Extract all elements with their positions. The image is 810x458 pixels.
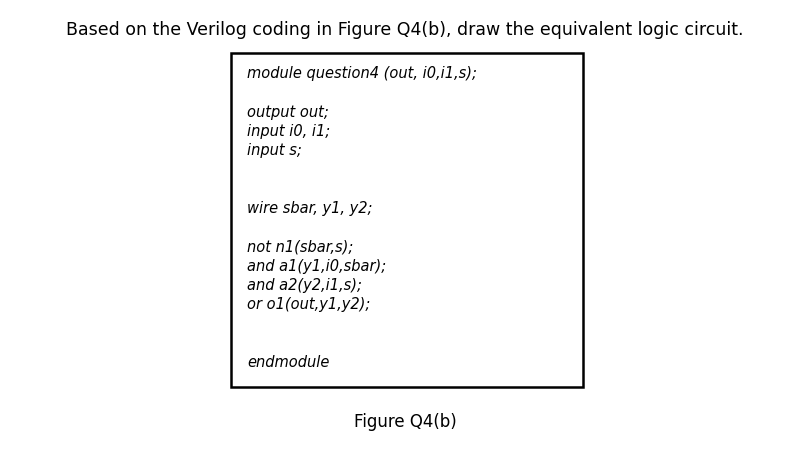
Text: input s;: input s;	[247, 143, 302, 158]
Text: Based on the Verilog coding in Figure Q4(b), draw the equivalent logic circuit.: Based on the Verilog coding in Figure Q4…	[66, 21, 744, 38]
Text: and a2(y2,i1,s);: and a2(y2,i1,s);	[247, 278, 362, 293]
Text: and a1(y1,i0,sbar);: and a1(y1,i0,sbar);	[247, 259, 386, 274]
Text: input i0, i1;: input i0, i1;	[247, 124, 330, 139]
Text: output out;: output out;	[247, 105, 329, 120]
Text: not n1(sbar,s);: not n1(sbar,s);	[247, 240, 353, 255]
Text: wire sbar, y1, y2;: wire sbar, y1, y2;	[247, 201, 373, 216]
Text: Figure Q4(b): Figure Q4(b)	[354, 413, 456, 431]
FancyBboxPatch shape	[231, 53, 583, 387]
Text: module question4 (out, i0,i1,s);: module question4 (out, i0,i1,s);	[247, 66, 477, 82]
Text: or o1(out,y1,y2);: or o1(out,y1,y2);	[247, 297, 370, 312]
Text: endmodule: endmodule	[247, 355, 330, 370]
